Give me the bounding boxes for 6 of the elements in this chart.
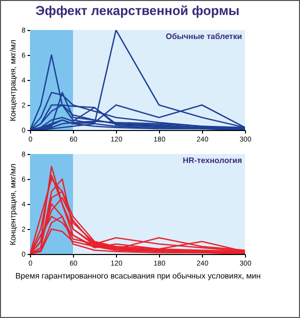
chart-title: Эффект лекарственной формы (35, 3, 240, 18)
y-axis-title: Концентрация, мкг/мл (8, 39, 18, 122)
annotation: HR-технология (182, 156, 242, 165)
annotation: Обычные таблетки (166, 32, 242, 41)
x-axis-title: Время гарантированного всасывания при обычных условиях, мин (15, 272, 261, 280)
y-axis-title: Концентрация, мкг/мл (8, 163, 18, 246)
